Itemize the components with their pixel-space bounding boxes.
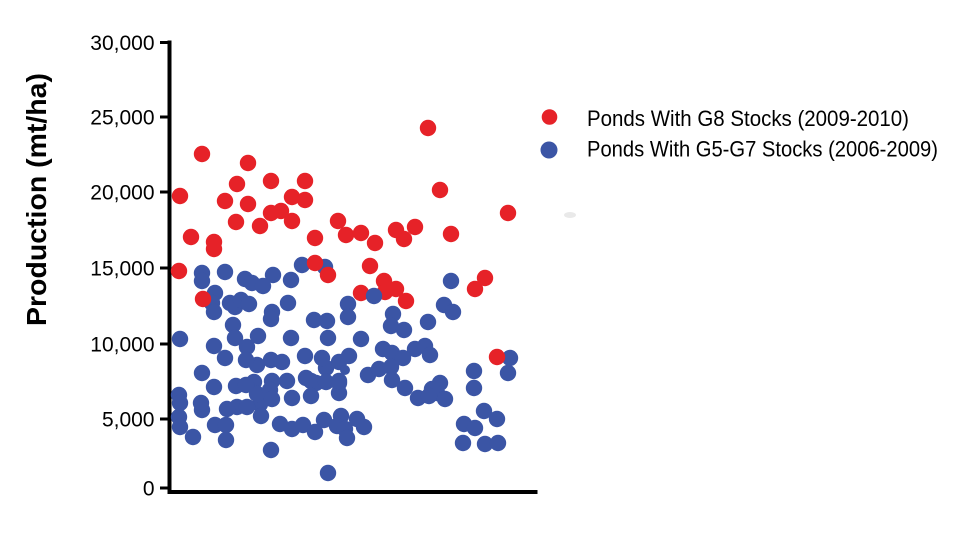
svg-text:Ponds With G5-G7 Stocks (2006-: Ponds With G5-G7 Stocks (2006-2009): [587, 137, 938, 162]
svg-text:10,000: 10,000: [90, 334, 154, 357]
svg-text:15,000: 15,000: [90, 258, 154, 281]
svg-text:Production (mt/ha): Production (mt/ha): [21, 73, 52, 326]
svg-text:Ponds With G8 Stocks (2009-201: Ponds With G8 Stocks (2009-2010): [587, 106, 909, 131]
svg-text:0: 0: [143, 478, 155, 501]
svg-text:25,000: 25,000: [90, 107, 154, 130]
svg-text:20,000: 20,000: [90, 182, 154, 205]
svg-text:30,000: 30,000: [90, 32, 154, 55]
svg-text:5,000: 5,000: [102, 409, 155, 432]
